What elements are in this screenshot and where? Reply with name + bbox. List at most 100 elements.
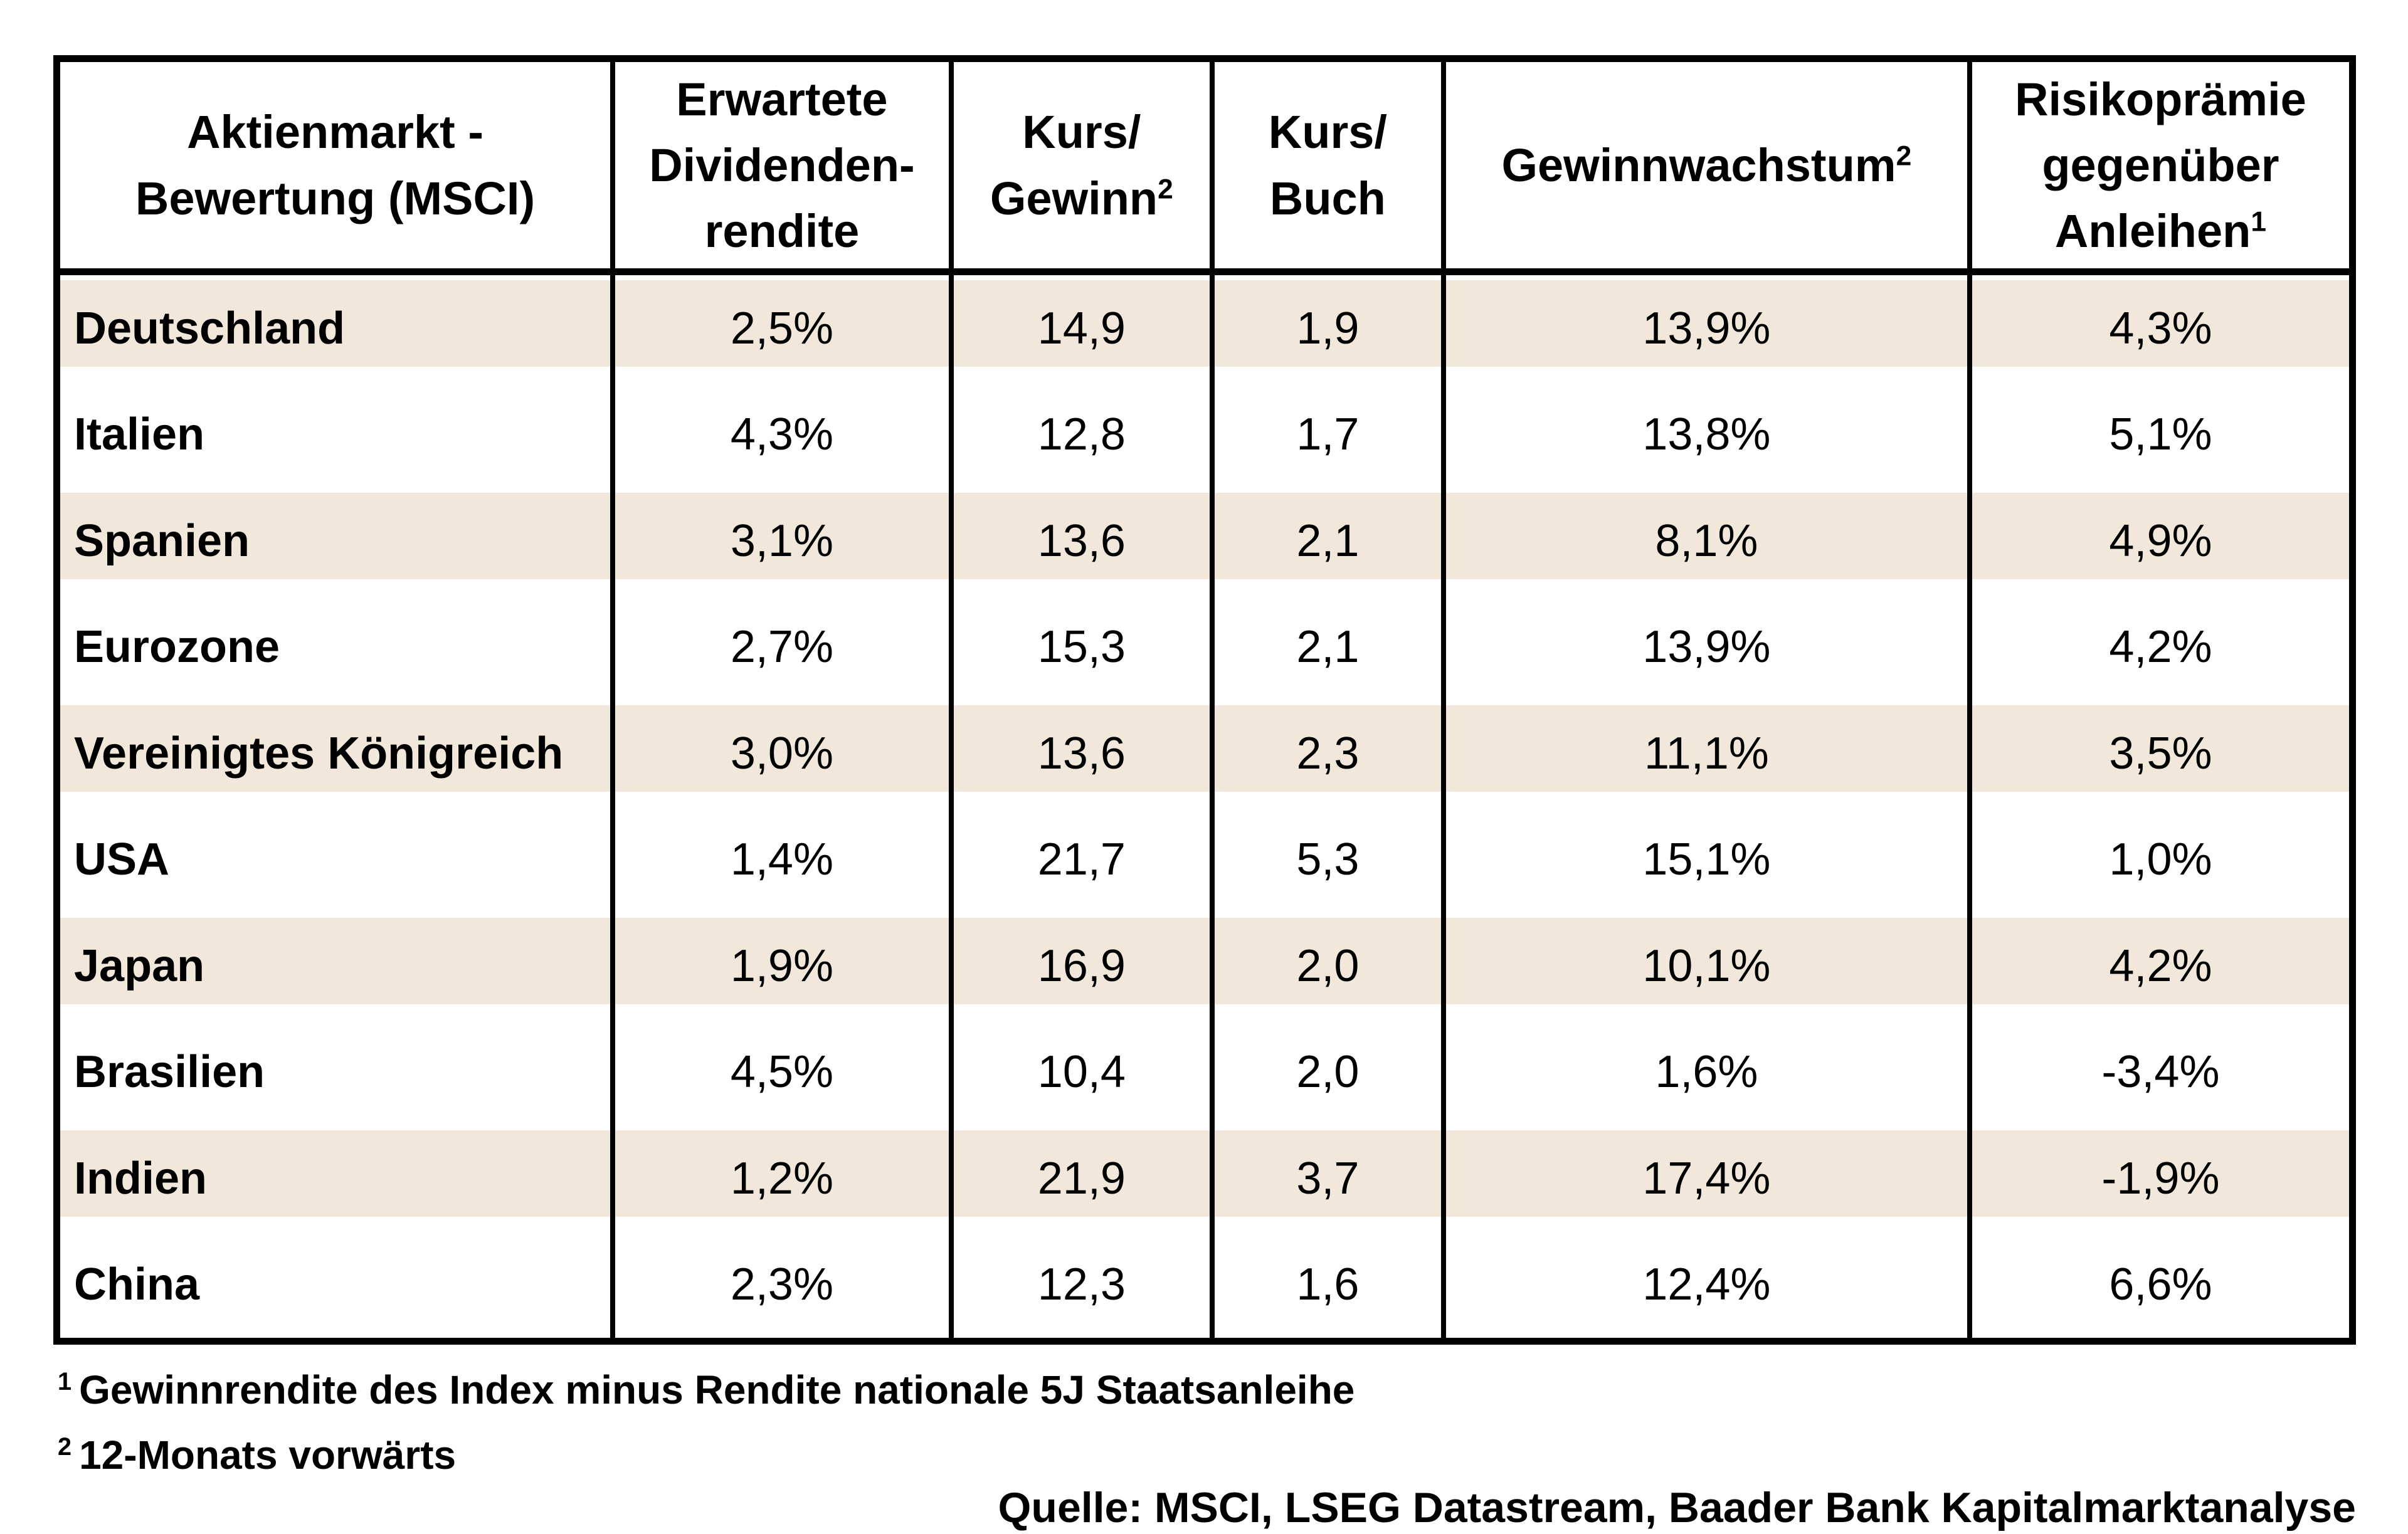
table-row: Deutschland 2,5% 14,9 1,9 13,9% 4,3% [60,275,2349,382]
header-text: Buch [1269,172,1386,224]
dividend-yield-cell: 3,1% [615,488,954,594]
table-row: Brasilien 4,5% 10,4 2,0 1,6% -3,4% [60,1019,2349,1125]
header-risikopraemie: Risikoprämie gegenüber Anleihen1 [1972,62,2349,268]
superscript-2: 2 [1158,173,1173,204]
pe-cell: 21,9 [954,1125,1215,1232]
pb-cell: 1,9 [1215,275,1446,382]
footnote-2: 2 12-Monats vorwärts [58,1432,456,1478]
country-cell: Indien [60,1125,616,1232]
dividend-yield-cell: 1,2% [615,1125,954,1232]
header-text: Erwartete [676,73,888,125]
pe-cell: 12,3 [954,1231,1215,1338]
header-text: Aktienmarkt - [187,106,483,159]
dividend-yield-cell: 3,0% [615,700,954,807]
pb-cell: 2,1 [1215,594,1446,700]
dividend-yield-cell: 4,3% [615,381,954,488]
table-row: Vereinigtes Königreich 3,0% 13,6 2,3 11,… [60,700,2349,807]
header-aktienmarkt-bewertung: Aktienmarkt - Bewertung (MSCI) [60,62,616,268]
country-label: Eurozone [74,622,280,673]
pb-cell: 2,0 [1215,913,1446,1019]
header-text: Gewinn2 [990,172,1173,224]
risk-premium-cell: 4,2% [2109,940,2212,991]
header-gewinnwachstum: Gewinnwachstum2 [1446,62,1972,268]
earnings-growth-cell: 13,9% [1446,275,1972,382]
country-cell: Deutschland [60,275,616,382]
country-label: Japan [74,940,205,991]
country-cell: USA [60,806,616,913]
table-row: Italien 4,3% 12,8 1,7 13,8% 5,1% [60,381,2349,488]
country-label: China [74,1259,200,1310]
pe-cell: 13,6 [954,700,1215,807]
country-cell: Vereinigtes Königreich [60,700,616,807]
pb-cell: 2,3 [1215,700,1446,807]
earnings-growth-cell: 13,8% [1446,381,1972,488]
earnings-growth-cell: 15,1% [1446,806,1972,913]
footnote-2-superscript: 2 [58,1432,72,1461]
dividend-yield-cell: 1,4% [615,806,954,913]
table-row: Japan 1,9% 16,9 2,0 10,1% 4,2% [60,913,2349,1019]
risk-premium-cell: 4,2% [2109,622,2212,673]
table-row: USA 1,4% 21,7 5,3 15,1% 1,0% [60,806,2349,913]
risk-premium-cell: 5,1% [2109,409,2212,460]
country-label: Italien [74,409,205,460]
pb-cell: 5,3 [1215,806,1446,913]
country-label: Vereinigtes Königreich [74,728,564,779]
risk-premium-cell: 3,5% [2109,728,2212,779]
table-row: China 2,3% 12,3 1,6 12,4% 6,6% [60,1231,2349,1338]
valuation-table: Aktienmarkt - Bewertung (MSCI) Erwartete… [53,55,2356,1345]
risk-premium-cell: 4,9% [2109,515,2212,566]
country-label: Indien [74,1153,207,1204]
header-text: gegenüber [2042,139,2279,191]
pb-cell: 1,7 [1215,381,1446,488]
header-kurs-gewinn: Kurs/ Gewinn2 [954,62,1215,268]
pe-cell: 21,7 [954,806,1215,913]
table-row: Spanien 3,1% 13,6 2,1 8,1% 4,9% [60,488,2349,594]
dividend-yield-cell: 4,5% [615,1019,954,1125]
country-label: Spanien [74,515,250,566]
header-erwartete-dividendenrendite: Erwartete Dividenden- rendite [615,62,954,268]
table-row: Indien 1,2% 21,9 3,7 17,4% -1,9% [60,1125,2349,1232]
footnote-2-text: 12-Monats vorwärts [79,1432,457,1478]
country-cell: Brasilien [60,1019,616,1125]
risk-premium-cell: -3,4% [2101,1047,2220,1098]
pe-cell: 13,6 [954,488,1215,594]
earnings-growth-cell: 8,1% [1446,488,1972,594]
country-cell: Japan [60,913,616,1019]
pe-cell: 16,9 [954,913,1215,1019]
table-row: Eurozone 2,7% 15,3 2,1 13,9% 4,2% [60,594,2349,700]
footnote-1: 1 Gewinnrendite des Index minus Rendite n… [58,1367,1354,1413]
superscript-2: 2 [1896,140,1912,172]
earnings-growth-cell: 13,9% [1446,594,1972,700]
superscript-1: 1 [2251,206,2267,238]
earnings-growth-cell: 11,1% [1446,700,1972,807]
dividend-yield-cell: 2,5% [615,275,954,382]
pb-cell: 2,1 [1215,488,1446,594]
risk-premium-cell: 4,3% [2109,303,2212,354]
pb-cell: 2,0 [1215,1019,1446,1125]
pe-cell: 12,8 [954,381,1215,488]
header-text: Anleihen1 [2054,205,2267,258]
dividend-yield-cell: 2,3% [615,1231,954,1338]
header-text: Kurs/ [1268,106,1387,159]
source-line: Quelle: MSCI, LSEG Datastream, Baader Ba… [998,1484,2356,1531]
pe-cell: 10,4 [954,1019,1215,1125]
country-cell: Spanien [60,488,616,594]
risk-premium-cell: -1,9% [2101,1153,2220,1204]
pe-cell: 15,3 [954,594,1215,700]
country-cell: Italien [60,381,616,488]
earnings-growth-cell: 10,1% [1446,913,1972,1019]
earnings-growth-cell: 17,4% [1446,1125,1972,1232]
country-cell: China [60,1231,616,1338]
header-text: Kurs/ [1022,106,1141,159]
country-label: Deutschland [74,303,346,354]
header-text: Gewinnwachstum2 [1501,139,1912,191]
footnote-1-superscript: 1 [58,1367,72,1395]
dividend-yield-cell: 1,9% [615,913,954,1019]
header-text: Bewertung (MSCI) [135,172,536,224]
country-label: USA [74,834,170,885]
earnings-growth-cell: 12,4% [1446,1231,1972,1338]
pb-cell: 3,7 [1215,1125,1446,1232]
header-text: rendite [704,205,860,258]
header-text: Dividenden- [649,139,915,191]
header-kurs-buch: Kurs/ Buch [1215,62,1446,268]
